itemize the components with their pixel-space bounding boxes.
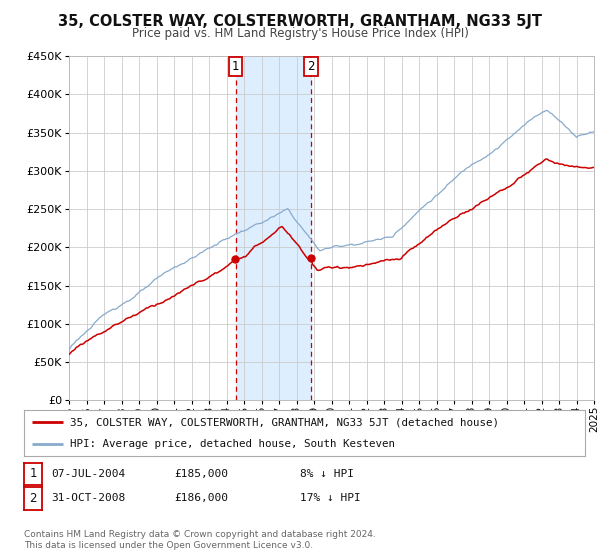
- Text: 1: 1: [29, 467, 37, 480]
- Text: 17% ↓ HPI: 17% ↓ HPI: [300, 493, 361, 503]
- Text: 07-JUL-2004: 07-JUL-2004: [51, 469, 125, 479]
- Bar: [236, 56, 311, 400]
- Text: 35, COLSTER WAY, COLSTERWORTH, GRANTHAM, NG33 5JT: 35, COLSTER WAY, COLSTERWORTH, GRANTHAM,…: [58, 14, 542, 29]
- Text: 8% ↓ HPI: 8% ↓ HPI: [300, 469, 354, 479]
- Text: 2: 2: [29, 492, 37, 505]
- Text: Price paid vs. HM Land Registry's House Price Index (HPI): Price paid vs. HM Land Registry's House …: [131, 27, 469, 40]
- Text: Contains HM Land Registry data © Crown copyright and database right 2024.
This d: Contains HM Land Registry data © Crown c…: [24, 530, 376, 550]
- Text: £185,000: £185,000: [174, 469, 228, 479]
- Text: HPI: Average price, detached house, South Kesteven: HPI: Average price, detached house, Sout…: [70, 440, 395, 450]
- Text: 1: 1: [232, 60, 239, 73]
- Text: 31-OCT-2008: 31-OCT-2008: [51, 493, 125, 503]
- Text: £186,000: £186,000: [174, 493, 228, 503]
- Text: 2: 2: [307, 60, 315, 73]
- Text: 35, COLSTER WAY, COLSTERWORTH, GRANTHAM, NG33 5JT (detached house): 35, COLSTER WAY, COLSTERWORTH, GRANTHAM,…: [70, 417, 499, 427]
